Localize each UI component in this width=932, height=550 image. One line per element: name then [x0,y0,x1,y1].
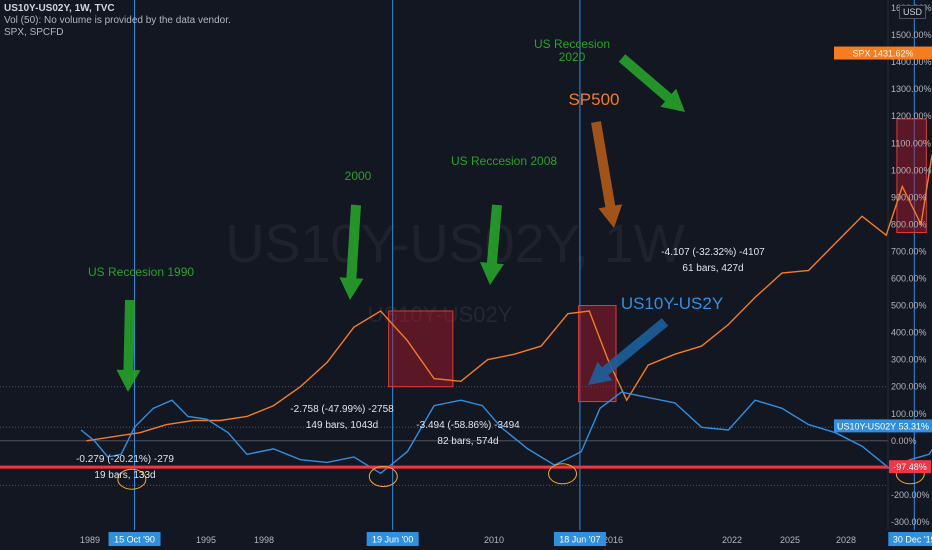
price-tag-inversion[interactable] [889,460,931,474]
y-tick-label: -300.00% [891,517,930,527]
annotation-us-recession-2020-year: 2020 [559,50,586,64]
x-tick-label: 1995 [196,535,216,545]
y-tick-label: 1500.00% [891,30,932,40]
y-tick-label: 1100.00% [891,138,931,148]
date-marker-badge[interactable] [888,532,932,546]
annotation-us-recession-1990: US Reccesion 1990 [88,265,194,279]
x-tick-label: 2025 [780,535,800,545]
y-tick-label: 1000.00% [891,165,932,175]
date-marker-label: 18 Jun '07 [559,535,600,545]
arrow-1990[interactable] [116,299,141,392]
annotation-us-recession-2008: US Reccesion 2008 [451,154,557,168]
y-tick-label: 0.00% [891,436,917,446]
annotation-us10y-us2y: US10Y-US2Y [621,294,723,313]
price-tag-spread-text: US10Y-US02Y 53.31% [837,421,929,431]
y-tick-label: 1300.00% [891,84,932,94]
series-line-us10y-us02y[interactable] [80,391,932,475]
chart-legend: US10Y-US02Y, 1W, TVC Vol (50): No volume… [4,3,231,39]
annotation-us-recession-2020: US Reccesion [534,37,610,51]
date-marker-label: 15 Oct '90 [114,535,155,545]
measurement-duration: 19 bars, 133d [94,470,155,481]
x-tick-label: 1998 [254,535,274,545]
date-marker-label: 19 Jun '00 [372,535,413,545]
watermark: US10Y-US02Y, 1W [225,214,684,274]
y-tick-label: 500.00% [891,301,927,311]
price-tag-spx-text: SPX 1431.62% [852,49,913,59]
x-tick-label: 1989 [80,535,100,545]
y-tick-label: 600.00% [891,274,927,284]
arrow-2020[interactable] [618,54,685,112]
y-tick-label: 300.00% [891,355,927,365]
trough-ellipse[interactable] [548,463,578,485]
currency-label[interactable]: USD [898,5,926,19]
trough-ellipse[interactable] [368,465,398,487]
measurement-change: -0.279 (-20.21%) -279 [76,454,174,465]
series-line-spx[interactable] [86,54,932,442]
annotation-2000: 2000 [345,169,372,183]
measurement-duration: 149 bars, 1043d [306,420,378,431]
y-tick-label: 1200.00% [891,111,932,121]
x-tick-label: 2028 [836,535,856,545]
y-tick-label: 1400.00% [891,57,932,67]
trough-ellipse[interactable] [117,468,147,490]
y-tick-label: 200.00% [891,382,927,392]
y-tick-label: 700.00% [891,246,927,256]
x-tick-label: 2010 [484,535,504,545]
arrow-2008[interactable] [479,204,504,285]
x-tick-label: 2022 [722,535,742,545]
drawdown-box[interactable] [388,310,454,388]
arrow-spread[interactable] [588,318,669,385]
drawdown-box[interactable] [578,305,617,403]
x-tick-label: 2016 [603,535,623,545]
price-tag-spx[interactable] [834,46,932,60]
date-marker-badge[interactable] [366,532,419,546]
annotation-sp500: SP500 [568,90,619,109]
measurement-duration: 61 bars, 427d [682,263,743,274]
drawdown-box[interactable] [896,118,927,234]
compare-symbol[interactable]: SPX, SPCFD [4,27,64,38]
y-tick-label: 800.00% [891,219,927,229]
measurement-change: -3.494 (-58.86%) -3494 [416,420,520,431]
date-marker-badge[interactable] [108,532,161,546]
arrow-2000[interactable] [339,204,364,300]
price-tag-inversion-text: -97.48% [893,462,927,472]
price-tag-spread[interactable] [834,419,932,433]
measurement-duration: 82 bars, 574d [437,436,498,447]
symbol-title[interactable]: US10Y-US02Y, 1W, TVC [4,3,115,14]
measurement-change: -2.758 (-47.99%) -2758 [290,404,394,415]
arrow-sp500[interactable] [591,121,623,228]
y-tick-label: -200.00% [891,490,930,500]
date-marker-label: 30 Dec '19 [893,535,932,545]
measurement-change: -4.107 (-32.32%) -4107 [661,247,765,258]
y-tick-label: 900.00% [891,192,927,202]
volume-note: Vol (50): No volume is provided by the d… [4,15,231,26]
y-tick-label: 400.00% [891,328,927,338]
y-tick-label: 100.00% [891,409,927,419]
date-marker-badge[interactable] [553,532,606,546]
